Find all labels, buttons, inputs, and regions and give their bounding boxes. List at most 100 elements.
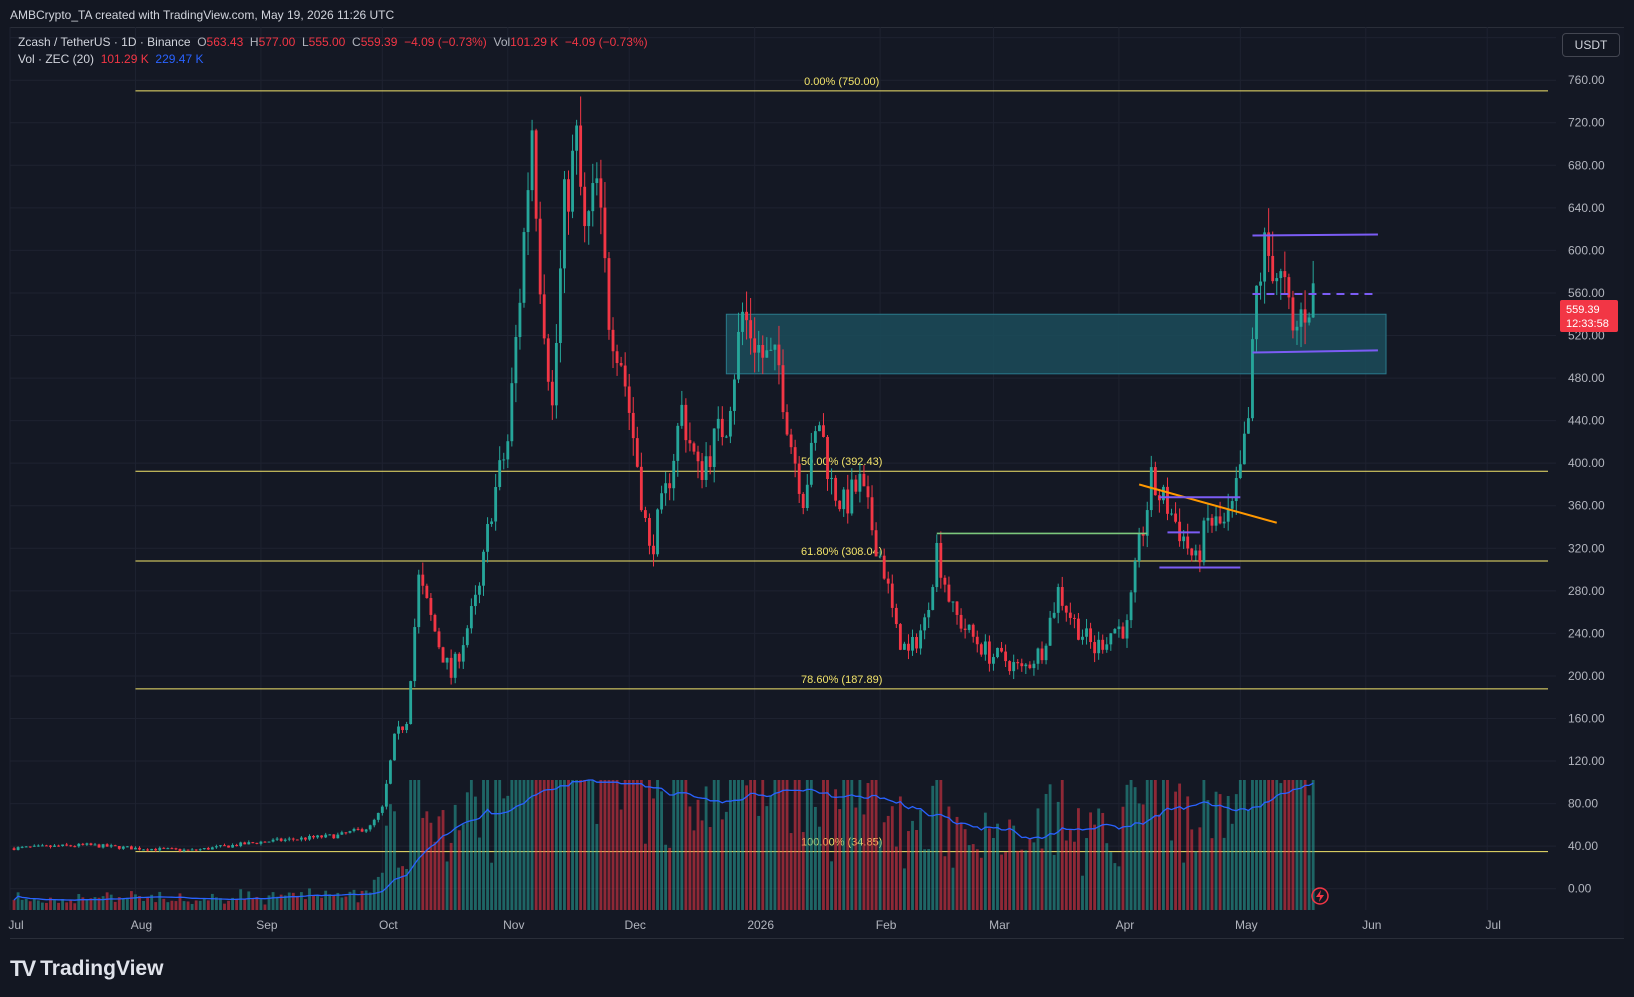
candle-body xyxy=(1174,513,1177,522)
volume-bar xyxy=(785,780,789,910)
volume-bar xyxy=(623,780,627,910)
candle-body xyxy=(413,627,417,682)
x-tick-label: Jul xyxy=(1486,918,1501,932)
candle-body xyxy=(971,624,975,637)
candle-body xyxy=(401,726,404,731)
candle-body xyxy=(1222,521,1226,524)
candle-body xyxy=(550,381,554,406)
candle-body xyxy=(558,268,562,343)
legend-vol-indicator[interactable]: Vol · ZEC (20) xyxy=(18,52,95,66)
volume-bar xyxy=(1064,840,1068,910)
volume-bar xyxy=(69,899,73,910)
legend-symbol[interactable]: Zcash / TetherUS · 1D · Binance xyxy=(18,35,191,49)
candle-body xyxy=(166,848,170,850)
candle-body xyxy=(595,178,599,184)
volume-bar xyxy=(57,902,60,910)
volume-bar xyxy=(482,780,485,910)
candle-body xyxy=(1117,626,1121,630)
volume-bar xyxy=(437,816,441,910)
y-tick-label: 560.00 xyxy=(1568,286,1605,300)
candle-body xyxy=(563,179,566,269)
currency-button[interactable]: USDT xyxy=(1562,33,1620,57)
legend-open-label: O xyxy=(197,35,207,49)
legend-change: −4.09 (−0.73%) xyxy=(404,35,487,49)
volume-bar xyxy=(1222,837,1226,910)
candle-body xyxy=(1141,533,1145,536)
candle-body xyxy=(255,842,259,844)
candle-body xyxy=(862,473,866,487)
candle-body xyxy=(902,643,906,650)
volume-bar xyxy=(1238,780,1242,910)
y-tick-label: 80.00 xyxy=(1568,797,1598,811)
volume-bar xyxy=(563,780,566,910)
candle-body xyxy=(1259,281,1262,286)
candle-body xyxy=(1121,626,1125,639)
y-tick-label: 640.00 xyxy=(1568,201,1605,215)
candle-body xyxy=(830,477,833,480)
candle-body xyxy=(409,681,413,724)
volume-bar xyxy=(834,789,838,910)
candle-body xyxy=(73,846,77,848)
candle-body xyxy=(951,601,955,603)
volume-bar xyxy=(1186,796,1190,910)
candle-body xyxy=(967,624,971,631)
fib-levels: 0.00% (750.00) 50.00% (392.43) 61.80% (308… xyxy=(135,76,1548,853)
volume-bar xyxy=(996,823,999,910)
volume-bar xyxy=(894,846,898,910)
candle-body xyxy=(162,847,166,849)
candle-body xyxy=(530,130,534,191)
candle-body xyxy=(465,628,469,646)
candle-body xyxy=(538,218,542,295)
volume-bar xyxy=(445,861,449,910)
volume-bar xyxy=(469,780,473,910)
volume-bar xyxy=(457,830,461,910)
volume-bar xyxy=(676,780,680,910)
candle-body xyxy=(231,845,235,848)
candle-body xyxy=(668,483,672,489)
candle-body xyxy=(635,438,639,467)
candle-body xyxy=(24,846,28,848)
candle-body xyxy=(652,545,655,555)
candle-body xyxy=(32,845,36,847)
candle-body xyxy=(749,320,753,339)
volume-bar xyxy=(364,890,368,910)
replay-icon[interactable] xyxy=(1311,887,1329,905)
volume-bar xyxy=(1077,808,1080,910)
volume-bar xyxy=(190,903,194,910)
candle-body xyxy=(619,363,623,366)
volume-bar xyxy=(113,901,117,910)
y-axis[interactable]: 0.00 40.00 80.00 120.00 160.00 200.00 240.00 28… xyxy=(1568,31,1605,896)
candle-body xyxy=(393,733,396,761)
candle-body xyxy=(987,641,991,664)
volume-bar xyxy=(619,809,623,910)
volume-bar xyxy=(558,780,562,910)
volume-bar xyxy=(955,816,959,910)
volume-bar xyxy=(1202,780,1206,910)
y-tick-label: 280.00 xyxy=(1568,584,1605,598)
candle-body xyxy=(1036,648,1040,664)
volume-bar xyxy=(615,780,619,910)
trend-drawings xyxy=(936,233,1378,569)
volume-bar xyxy=(24,898,28,910)
candle-body xyxy=(1085,628,1088,637)
volume-bar xyxy=(324,890,328,910)
candle-body xyxy=(611,329,615,352)
tradingview-logo[interactable]: TV TradingView xyxy=(10,954,163,984)
volume-ma-line xyxy=(13,779,1314,901)
candle-body xyxy=(757,344,761,353)
volume-bar xyxy=(603,780,607,910)
candle-body xyxy=(1303,309,1307,323)
legend-low-label: L xyxy=(301,35,309,49)
volume-bar xyxy=(263,904,267,910)
volume-bar xyxy=(599,780,603,910)
volume-bar xyxy=(49,897,52,910)
candle-body xyxy=(158,847,162,851)
volume-bar xyxy=(611,780,615,910)
volume-bar xyxy=(1056,801,1060,910)
x-axis[interactable]: Jul Aug Sep Oct Nov Dec 2026 Feb Mar Apr May Jun Jul xyxy=(8,918,1501,932)
candle-body xyxy=(587,211,591,227)
x-tick-label: May xyxy=(1235,918,1258,932)
volume-bar xyxy=(1287,780,1291,910)
candle-body xyxy=(696,451,700,462)
